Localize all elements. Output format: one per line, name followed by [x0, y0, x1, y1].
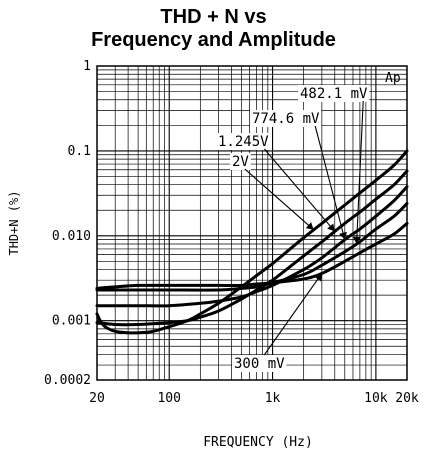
x-tick-label: 100 [157, 391, 180, 406]
x-tick-label: 10k [364, 391, 388, 406]
annotation-arrowhead [339, 231, 347, 240]
series-line [95, 149, 409, 335]
y-tick-label: 0.0002 [44, 373, 91, 388]
annotation-label: 300 mV [234, 356, 285, 372]
annotation-label-bg [250, 110, 322, 127]
y-tick-label: 0.001 [52, 314, 91, 329]
annotation-arrowhead [327, 223, 335, 232]
annotation-leader [244, 168, 315, 231]
chart-title-line-1: THD + N vs [160, 6, 267, 28]
annotation-label: 482.1 mV [300, 86, 368, 102]
y-tick-label: 0.010 [52, 229, 91, 244]
annotation-leader [356, 100, 364, 244]
annotation-leader [263, 148, 336, 232]
x-tick-label: 1k [265, 391, 281, 406]
annotation-label: 2V [232, 154, 249, 170]
chart-title: THD + N vs Frequency and Amplitude [0, 6, 427, 52]
y-axis-label: THD+N (%) [7, 190, 21, 255]
annotation-label-bg [232, 355, 287, 372]
y-tick-label: 1 [83, 59, 91, 74]
annotations: 482.1 mV 774.6 mV 1.245V 2V 300 mV [216, 85, 370, 372]
plot-frame [96, 65, 408, 381]
series-line [95, 221, 409, 290]
x-axis-label: FREQUENCY (Hz) [203, 435, 313, 450]
data-curves [95, 149, 409, 335]
tick-labels: 20 100 1k 10k 20k 1 0.1 0.010 0.001 0.0002 [44, 59, 419, 406]
corner-label: Ap [385, 71, 401, 86]
annotation-arrowhead [314, 273, 322, 282]
annotation-arrowhead [305, 222, 314, 230]
annotation-leader [263, 273, 323, 356]
annotation-label: 774.6 mV [252, 111, 320, 127]
annotation-label-bg [298, 85, 370, 102]
series-line [95, 202, 409, 292]
series-line [95, 185, 409, 308]
chart-title-line-2: Frequency and Amplitude [91, 29, 336, 51]
annotation-leader [314, 125, 346, 240]
annotation-label: 1.245V [218, 134, 269, 150]
annotation-label-bg [216, 133, 271, 150]
annotation-arrowhead [352, 236, 361, 244]
x-tick-label: 20k [395, 391, 419, 406]
annotation-label-bg [230, 153, 251, 170]
x-tick-label: 20 [89, 391, 105, 406]
y-tick-label: 0.1 [68, 144, 91, 159]
